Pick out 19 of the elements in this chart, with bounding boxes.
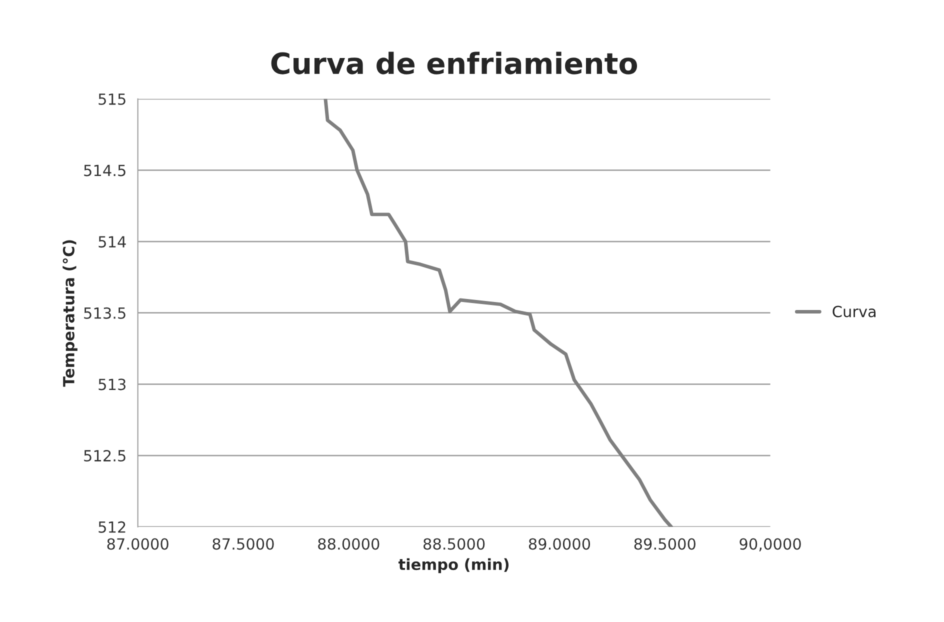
legend-label: Curva (832, 306, 876, 318)
x-tick-label: 89.0000 (528, 538, 590, 550)
y-tick-label: 512.5 (84, 450, 126, 462)
x-tick-label: 87.5000 (212, 538, 274, 550)
x-tick-label: 90,0000 (740, 538, 801, 552)
x-tick-label: 87.0000 (107, 538, 168, 550)
y-tick-label: 513 (98, 378, 126, 390)
y-tick-label: 515 (98, 94, 126, 105)
y-tick-label: 513.5 (84, 307, 126, 319)
x-axis-title: tiempo (min) (398, 558, 509, 574)
y-tick-label: 514.5 (84, 164, 126, 176)
x-tick-label: 88.0000 (318, 538, 380, 550)
y-tick-label: 514 (98, 236, 126, 248)
x-tick-label: 89.5000 (634, 538, 696, 550)
x-tick-label: 88.5000 (424, 538, 485, 550)
chart-title: Curva de enfriamiento (271, 52, 638, 74)
line-series (324, 98, 673, 527)
y-axis-title: Temperatura (°C) (62, 240, 78, 387)
y-tick-label: 512 (98, 521, 126, 533)
